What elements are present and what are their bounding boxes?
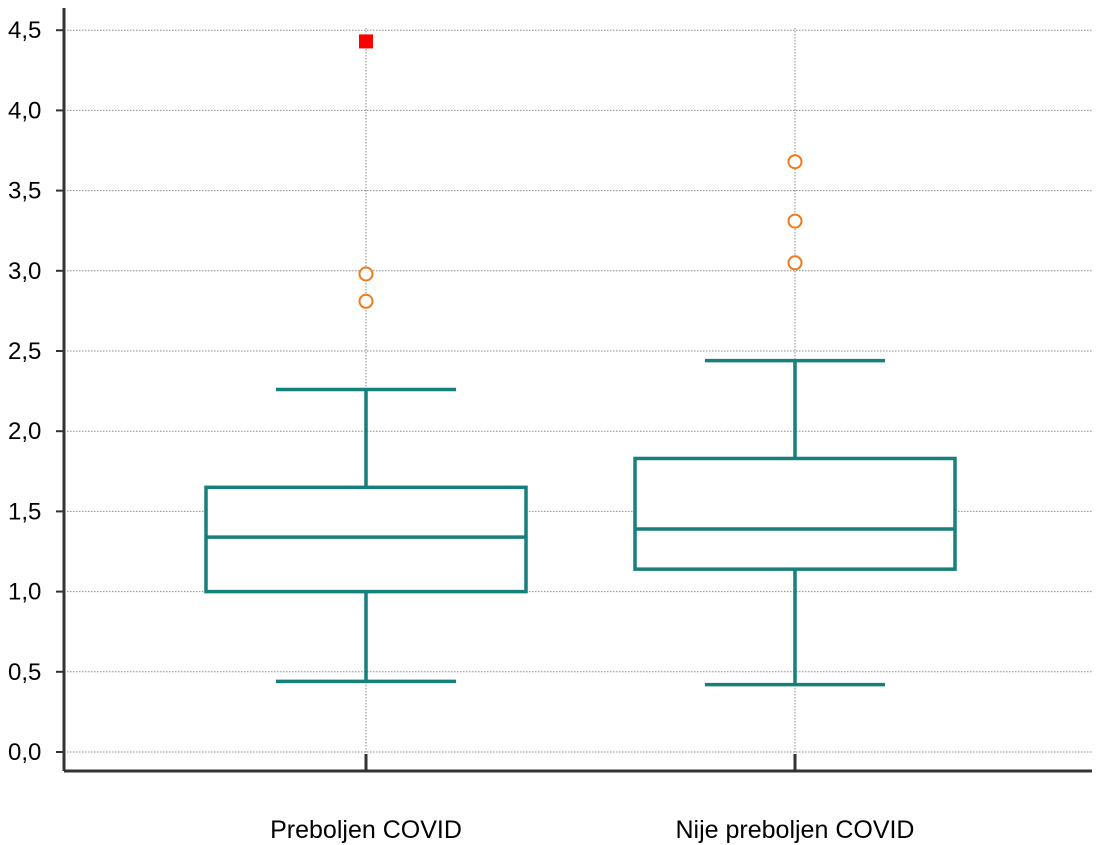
y-tick-label: 1,5 <box>8 498 41 525</box>
far-outlier-point <box>359 34 373 49</box>
y-tick-label: 3,0 <box>8 258 41 285</box>
y-tick-label: 2,5 <box>8 338 41 365</box>
box-2 <box>633 154 957 687</box>
y-tick-label: 0,0 <box>8 739 41 766</box>
box-iqr <box>204 485 528 594</box>
labels: 0,0 0,5 1,0 1,5 2,0 2,5 3,0 3,5 4,0 4,5 Preboljen … <box>8 17 915 844</box>
outlier-point <box>358 293 374 309</box>
y-tick-label: 3,5 <box>8 178 41 205</box>
y-tick-label: 4,5 <box>8 17 41 44</box>
axes <box>56 8 1092 773</box>
y-tick-label: 2,0 <box>8 418 41 445</box>
grid-lines <box>64 28 1092 771</box>
outlier-point <box>787 213 803 229</box>
outlier-point <box>358 266 374 282</box>
x-category-label: Preboljen COVID <box>270 816 462 844</box>
box-iqr <box>633 456 957 571</box>
outlier-point <box>787 154 803 170</box>
boxes <box>204 34 957 687</box>
outlier-point <box>787 255 803 271</box>
x-category-label: Nije preboljen COVID <box>676 816 915 844</box>
y-tick-label: 4,0 <box>8 97 41 124</box>
y-tick-label: 0,5 <box>8 659 41 686</box>
y-tick-label: 1,0 <box>8 579 41 606</box>
box-1 <box>204 34 528 684</box>
